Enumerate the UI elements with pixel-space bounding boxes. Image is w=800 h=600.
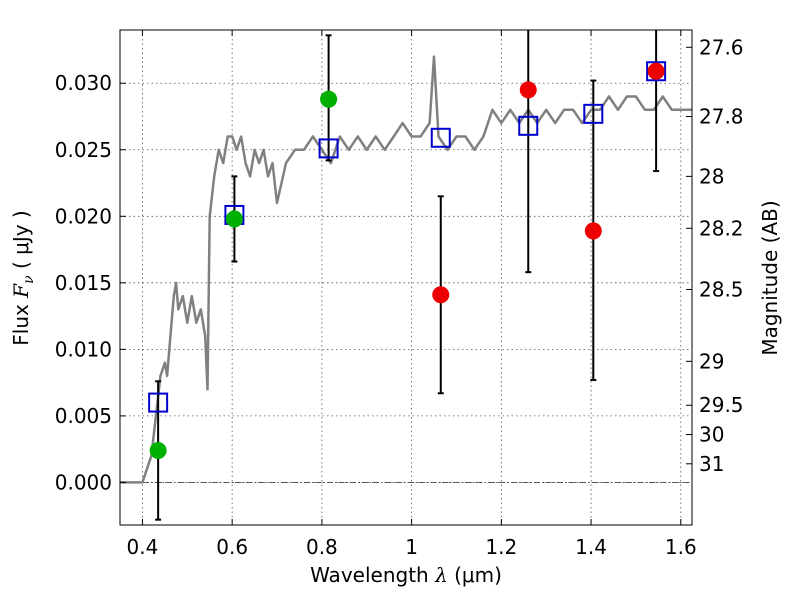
y-tick-label: 0.025 (55, 138, 112, 162)
magnitude-axis-title: Magnitude (AB) (758, 200, 782, 355)
x-tick-label: 0.4 (127, 535, 159, 559)
y-tick-label: 0.015 (55, 271, 112, 295)
blue-square-marker (518, 115, 539, 136)
y-tick-label: 0.000 (55, 470, 112, 494)
axis-ticks (120, 30, 692, 525)
magnitude-tick-label: 28.2 (699, 216, 744, 240)
blue-square-marker (318, 138, 339, 159)
magnitude-tick-labels: 27.6 27.8 28 28.2 28.5 29 29.5 30 31 (699, 35, 744, 475)
y-tick-label: 0.020 (55, 204, 112, 228)
blue-square-marker (430, 127, 451, 148)
green-data-point (320, 90, 338, 108)
magnitude-tick-label: 29 (699, 349, 724, 373)
x-tick-label: 1.4 (575, 535, 607, 559)
blue-square-marker (646, 61, 667, 82)
y-tick-labels: 0.000 0.005 0.010 0.015 0.020 0.025 0.030 (55, 71, 112, 494)
x-tick-label: 1 (405, 535, 418, 559)
y-tick-label: 0.005 (55, 404, 112, 428)
magnitude-tick-label: 31 (699, 452, 724, 476)
magnitude-tick-label: 28.5 (699, 277, 744, 301)
magnitude-tick-label: 29.5 (699, 393, 744, 417)
grid-lines (120, 30, 692, 525)
x-tick-label: 1.2 (485, 535, 517, 559)
magnitude-tick-label: 28 (699, 164, 724, 188)
red-data-point (519, 81, 537, 99)
model-square-markers (148, 61, 667, 413)
x-tick-label: 0.8 (306, 535, 338, 559)
x-tick-labels: 0.4 0.6 0.8 1 1.2 1.4 1.6 (127, 535, 697, 559)
green-data-point (225, 210, 243, 228)
y-axis-title: Flux Fν ( μJy ) (9, 210, 37, 345)
blue-square-marker (583, 103, 604, 124)
spectrum-line (120, 55, 692, 484)
red-data-point (432, 286, 450, 304)
green-data-point (149, 441, 167, 459)
spectrum-series (120, 55, 692, 484)
x-axis-title: Wavelength λ (μm) (310, 563, 502, 587)
y-tick-label: 0.010 (55, 337, 112, 361)
magnitude-tick-label: 27.8 (699, 104, 744, 128)
error-bars (155, 30, 660, 521)
blue-square-marker (148, 392, 169, 413)
x-tick-label: 0.6 (216, 535, 248, 559)
plot-frame (119, 29, 693, 526)
x-tick-label: 1.6 (665, 535, 697, 559)
observed-circle-markers (149, 62, 665, 459)
red-data-point (584, 222, 602, 240)
magnitude-tick-label: 30 (699, 423, 724, 447)
red-data-point (647, 62, 665, 80)
y-tick-label: 0.030 (55, 71, 112, 95)
magnitude-tick-label: 27.6 (699, 35, 744, 59)
